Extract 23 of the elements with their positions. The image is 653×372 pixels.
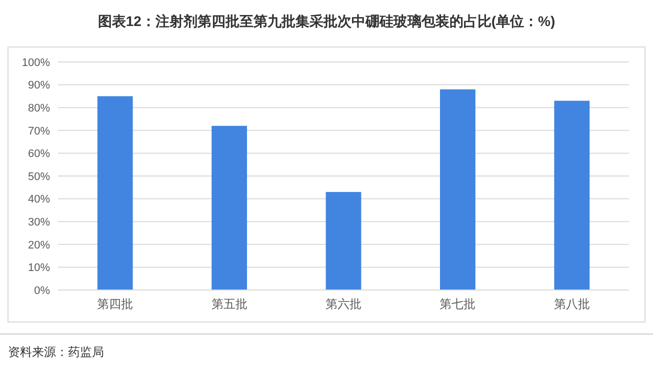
bar xyxy=(212,126,247,290)
x-tick-label: 第七批 xyxy=(440,297,476,311)
y-tick-label: 0% xyxy=(34,284,50,297)
y-tick-label: 40% xyxy=(28,194,50,206)
bar xyxy=(554,100,590,290)
x-tick-label: 第四批 xyxy=(97,297,134,311)
y-tick-label: 90% xyxy=(28,80,50,92)
y-tick-label: 50% xyxy=(28,170,50,183)
x-tick-label: 第六批 xyxy=(326,297,362,311)
y-tick-label: 10% xyxy=(28,262,50,274)
bar xyxy=(326,192,362,290)
y-tick-label: 80% xyxy=(28,102,50,114)
y-tick-label: 70% xyxy=(28,125,50,138)
bar xyxy=(440,89,476,290)
y-tick-label: 30% xyxy=(28,216,50,228)
text: 资料来源：药监局 xyxy=(8,345,104,359)
y-tick-label: 20% xyxy=(28,239,50,252)
x-tick-label: 第八批 xyxy=(554,297,590,311)
y-tick-label: 100% xyxy=(22,56,50,69)
y-tick-label: 60% xyxy=(28,148,50,160)
chart-title: 图表12：注射剂第四批至第九批集采批次中硼硅玻璃包装的占比(单位：%) xyxy=(98,13,556,29)
x-tick-label: 第五批 xyxy=(211,297,248,311)
bar xyxy=(97,96,133,290)
